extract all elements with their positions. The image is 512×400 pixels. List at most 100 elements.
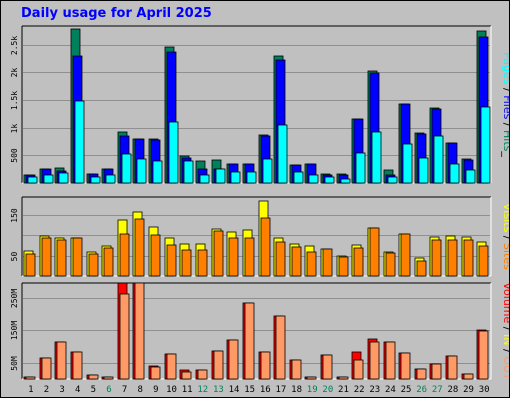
bar-pages-day-11 — [183, 160, 194, 184]
x-tick-label: 18 — [291, 385, 302, 395]
bar-pages-day-17 — [277, 124, 288, 184]
bar-out-day-16 — [260, 351, 271, 380]
bar-out-day-4 — [72, 351, 83, 380]
bar-pages-day-6 — [105, 174, 116, 184]
bar-out-day-8 — [134, 282, 145, 380]
bar-out-day-18 — [291, 359, 302, 380]
x-tick-label: 8 — [138, 385, 143, 395]
panel-volume: 50M 150M 250M — [10, 282, 492, 380]
bar-out-day-29 — [463, 373, 474, 380]
x-tick-label: 20 — [322, 385, 333, 395]
bar-out-day-14 — [228, 339, 239, 380]
bar-sites-day-2 — [41, 237, 52, 277]
x-tick-label: 7 — [122, 385, 127, 395]
bar-out-day-6 — [103, 376, 114, 380]
bar-sites-day-1 — [25, 253, 36, 277]
bar-sites-day-9 — [150, 234, 161, 277]
bar-sites-day-3 — [56, 239, 67, 277]
x-tick-label: 14 — [229, 385, 240, 395]
x-tick-label: 24 — [385, 385, 396, 395]
bar-pages-day-8 — [136, 158, 147, 184]
x-tick-label: 5 — [91, 385, 96, 395]
x-tick-label: 11 — [182, 385, 193, 395]
bar-sites-day-17 — [275, 241, 286, 277]
y-tick-label: 150M — [10, 321, 19, 340]
y-tick-label: 150 — [10, 208, 19, 223]
bar-out-day-13 — [213, 350, 224, 380]
bar-sites-day-27 — [431, 239, 442, 277]
bar-sites-day-4 — [72, 237, 83, 277]
x-tick-label: 23 — [369, 385, 380, 395]
bar-sites-day-25 — [400, 233, 411, 277]
bar-sites-day-30 — [478, 245, 489, 277]
y-tick-label: 2.5k — [10, 36, 19, 55]
bar-sites-day-19 — [306, 251, 317, 277]
y-axis-label-hits: Pages / Files / Hits_ — [501, 52, 510, 157]
y-tick-label: 250M — [10, 289, 19, 308]
bar-pages-day-16 — [262, 158, 273, 184]
x-tick-label: 6 — [106, 385, 111, 395]
x-tick-label: 19 — [307, 385, 318, 395]
bar-out-day-23 — [369, 341, 380, 380]
bar-out-day-25 — [400, 352, 411, 380]
bar-pages-day-20 — [324, 176, 335, 184]
bar-pages-day-10 — [168, 121, 179, 184]
bar-sites-day-7 — [119, 233, 130, 277]
y-axis-label-volume: Volume / IN / OUT — [501, 282, 510, 380]
bar-sites-day-8 — [134, 218, 145, 277]
bar-sites-day-24 — [385, 252, 396, 277]
x-tick-label: 28 — [447, 385, 458, 395]
bar-pages-day-2 — [43, 174, 54, 184]
y-tick-label: 1.5k — [10, 91, 19, 110]
bar-out-day-7 — [119, 293, 130, 380]
x-tick-label: 22 — [354, 385, 365, 395]
panel-hits: 500 1k 1.5k 2k 2.5k — [10, 25, 492, 184]
bar-out-day-5 — [88, 374, 99, 380]
x-tick-label: 25 — [401, 385, 412, 395]
bar-sites-day-21 — [338, 256, 349, 277]
x-tick-label: 16 — [260, 385, 271, 395]
x-tick-label: 21 — [338, 385, 349, 395]
bar-out-day-26 — [416, 368, 427, 380]
bar-sites-day-16 — [260, 217, 271, 277]
bar-out-day-30 — [478, 330, 489, 380]
bar-sites-day-6 — [103, 247, 114, 277]
bar-sites-day-29 — [463, 239, 474, 277]
bar-pages-day-19 — [308, 174, 319, 184]
x-tick-label: 2 — [44, 385, 49, 395]
x-tick-label: 26 — [416, 385, 427, 395]
bar-sites-day-20 — [322, 248, 333, 277]
y-tick-label: 2k — [10, 68, 19, 78]
y-axis-label-visits: Visits / Sites — [501, 203, 510, 270]
bar-pages-day-18 — [293, 171, 304, 184]
bar-sites-day-26 — [416, 260, 427, 277]
bar-sites-day-15 — [244, 237, 255, 277]
y-tick-label: 1k — [10, 124, 19, 134]
bar-sites-day-22 — [353, 247, 364, 277]
x-tick-label: 1 — [28, 385, 33, 395]
bar-sites-day-28 — [447, 239, 458, 277]
x-tick-label: 10 — [166, 385, 177, 395]
bar-out-day-3 — [56, 341, 67, 380]
bar-out-day-10 — [166, 353, 177, 380]
bar-out-day-28 — [447, 355, 458, 380]
panel-visits: 50 150 — [10, 196, 492, 277]
bar-out-day-2 — [41, 357, 52, 380]
bar-sites-day-18 — [291, 246, 302, 277]
bar-out-day-9 — [150, 366, 161, 380]
bar-pages-day-9 — [152, 160, 163, 184]
chart-title: Daily usage for April 2025 — [21, 6, 212, 21]
bar-out-day-1 — [25, 376, 36, 380]
bar-out-day-21 — [338, 376, 349, 380]
bar-sites-day-5 — [88, 253, 99, 277]
bar-pages-day-29 — [465, 169, 476, 184]
bar-out-day-22 — [353, 359, 364, 380]
bar-out-day-19 — [306, 376, 317, 380]
bar-out-day-24 — [385, 341, 396, 380]
bar-out-day-15 — [244, 302, 255, 380]
x-tick-label: 9 — [153, 385, 158, 395]
bar-pages-day-7 — [121, 153, 132, 184]
x-tick-label: 17 — [276, 385, 287, 395]
